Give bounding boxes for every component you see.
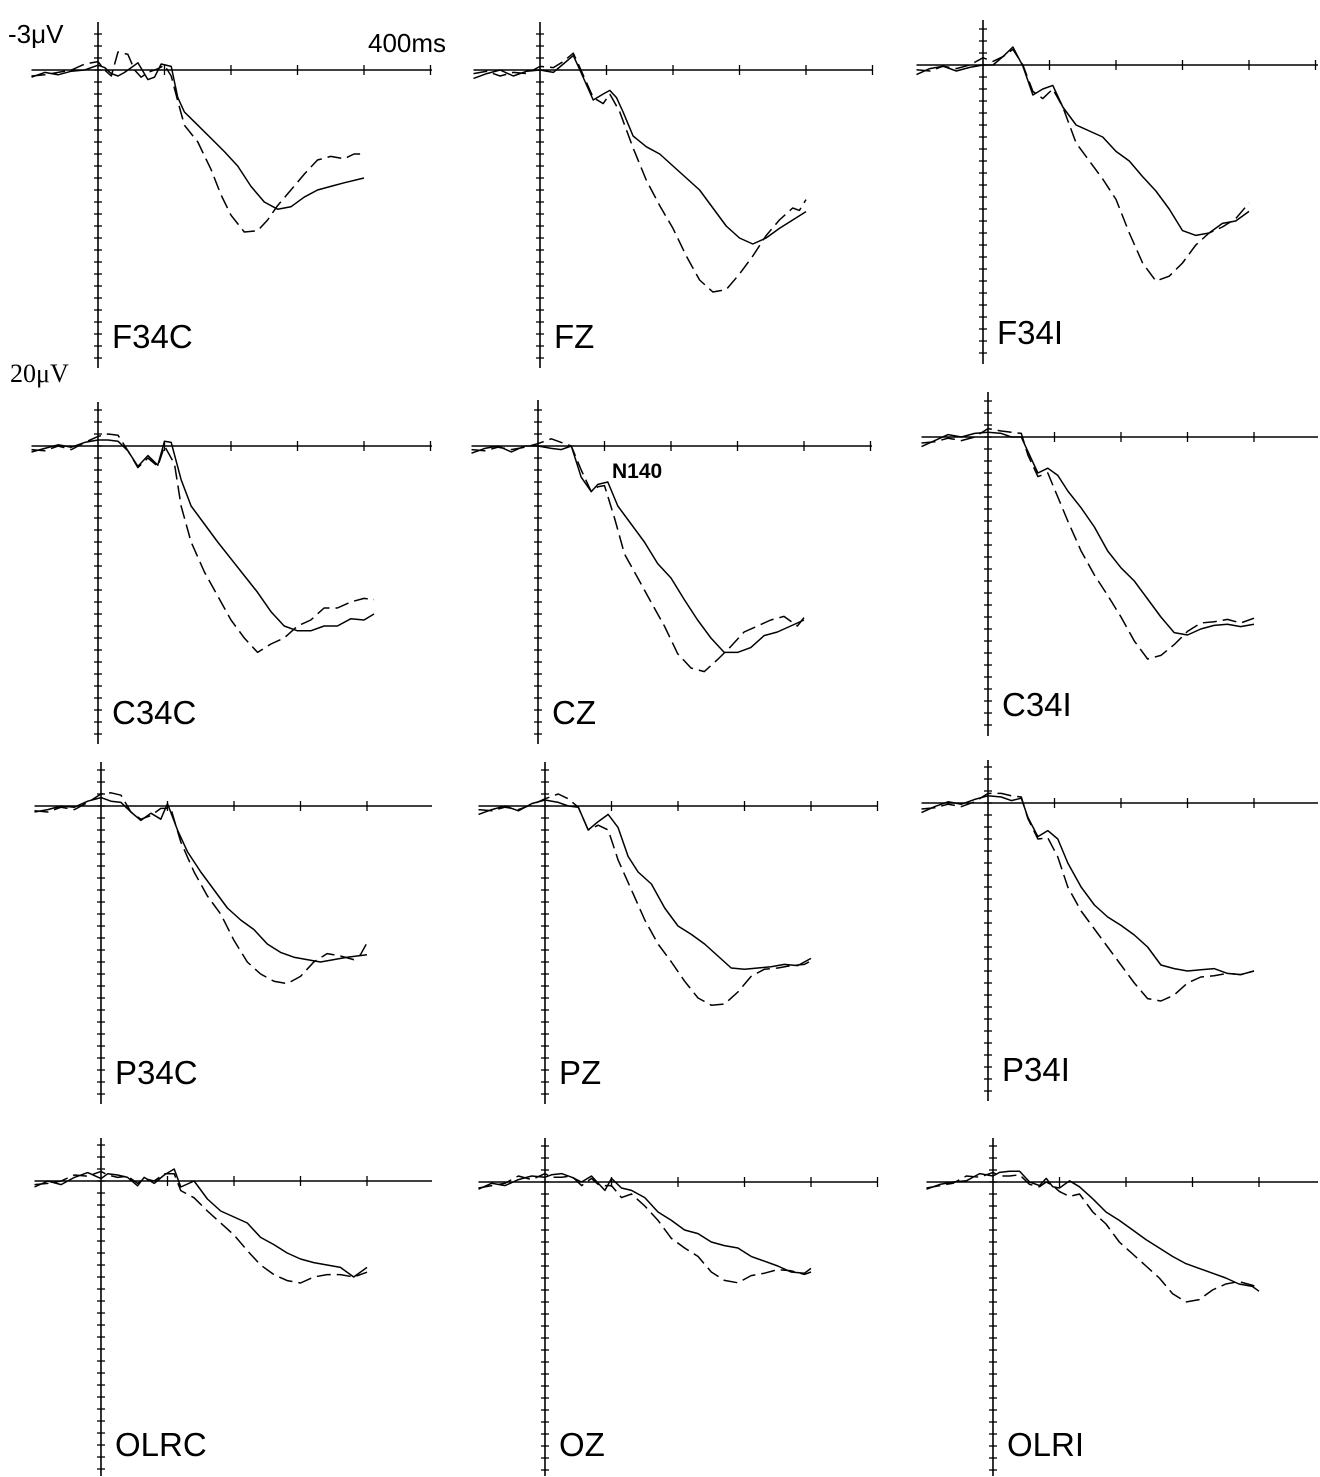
channel-label: OLRI: [1007, 1426, 1084, 1463]
channel-label: CZ: [552, 694, 596, 731]
trace-solid: [926, 1170, 1260, 1292]
trace-dashed: [31, 433, 375, 654]
y-scale-top-label: -3μV: [8, 19, 64, 49]
trace-solid: [34, 796, 368, 963]
panel-p34c: P34C: [34, 762, 432, 1104]
panel-cz: CZ N140: [471, 400, 872, 744]
channel-label: OLRC: [115, 1426, 207, 1463]
channel-label: C34I: [1002, 686, 1072, 723]
trace-solid: [478, 1172, 812, 1274]
trace-dashed: [926, 1171, 1260, 1303]
channel-label: OZ: [559, 1426, 605, 1463]
y-scale-bottom-label: 20μV: [10, 359, 69, 388]
trace-dashed: [916, 48, 1250, 282]
trace-dashed: [921, 427, 1255, 660]
trace-dashed: [34, 1170, 368, 1284]
trace-solid: [473, 54, 807, 245]
channel-label: C34C: [112, 694, 196, 731]
panel-olri: OLRI: [926, 1138, 1318, 1476]
trace-dashed: [34, 792, 368, 985]
trace-solid: [31, 62, 365, 210]
channel-label: P34I: [1002, 1051, 1070, 1088]
trace-dashed: [478, 1172, 812, 1284]
panel-f34i: F34I: [916, 20, 1318, 364]
trace-solid: [921, 795, 1255, 976]
trace-dashed: [31, 51, 364, 233]
panel-p34i: P34I: [921, 760, 1318, 1101]
channel-label: FZ: [554, 318, 594, 355]
channel-label: PZ: [559, 1054, 601, 1091]
panel-f34c: F34C: [31, 22, 432, 368]
channel-label: P34C: [115, 1054, 198, 1091]
trace-solid: [34, 1168, 368, 1278]
panel-c34i: C34I: [921, 392, 1318, 736]
trace-dashed: [478, 793, 812, 1006]
trace-solid: [916, 46, 1250, 237]
panel-c34c: C34C: [31, 402, 432, 744]
panel-fz: FZ: [473, 22, 874, 368]
x-scale-label: 400ms: [368, 28, 446, 58]
trace-solid: [31, 439, 375, 632]
trace-solid: [478, 799, 812, 970]
panel-pz: PZ: [478, 762, 879, 1104]
panel-olrc: OLRC: [34, 1138, 432, 1476]
trace-dashed: [921, 792, 1255, 1002]
channel-label: F34I: [997, 314, 1063, 351]
trace-dashed: [473, 52, 807, 293]
annotation-label: N140: [612, 460, 662, 483]
trace-dashed: [471, 438, 805, 673]
trace-solid: [921, 431, 1255, 636]
channel-label: F34C: [112, 318, 193, 355]
panel-oz: OZ: [478, 1138, 879, 1476]
